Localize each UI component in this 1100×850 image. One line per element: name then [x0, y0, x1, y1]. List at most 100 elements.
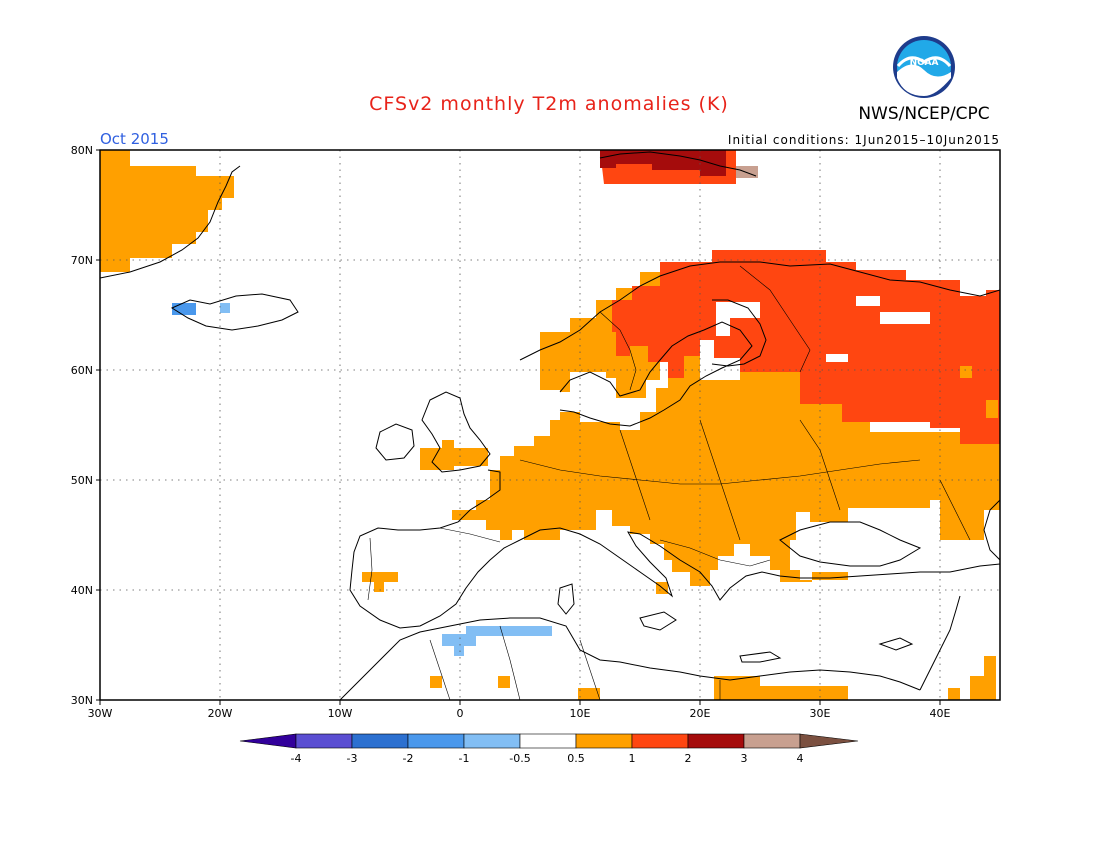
anomaly-svalbard-tan	[736, 166, 758, 178]
lat-tick-50n: 50N	[71, 474, 93, 487]
colorbar-right-arrow	[799, 733, 859, 749]
anomaly-orange-russia	[960, 366, 972, 378]
colorbar-tick: 4	[797, 752, 804, 765]
coast-caspian	[983, 499, 1000, 561]
lon-tick-30e: 30E	[810, 707, 831, 720]
anomaly-east-med	[714, 676, 848, 700]
anomaly-arabia	[948, 688, 960, 700]
border-finland-russia	[739, 265, 811, 373]
lon-axis: 30W 20W 10W 0 10E 20E 30E 40E	[88, 700, 951, 720]
coast-sicily	[639, 611, 677, 631]
coast-norway-russia	[519, 261, 1000, 361]
chart-title: CFSv2 monthly T2m anomalies (K)	[369, 93, 729, 115]
coastlines	[100, 151, 1000, 700]
colorbar-bin	[631, 733, 689, 749]
colorbar-tick: -0.5	[509, 752, 530, 765]
colorbar-tick: 3	[741, 752, 748, 765]
border-north-africa	[429, 625, 721, 700]
colorbar: -4 -3 -2 -1 -0.5 0.5 1 2 3 4	[239, 733, 859, 765]
colorbar-bin	[351, 733, 409, 749]
lat-tick-70n: 70N	[71, 254, 93, 267]
colorbar-bin	[407, 733, 465, 749]
coast-finland	[711, 299, 767, 367]
colorbar-tick: -1	[459, 752, 470, 765]
lat-tick-40n: 40N	[71, 584, 93, 597]
country-borders	[367, 265, 971, 700]
colorbar-tick: -2	[403, 752, 414, 765]
border-balkans	[659, 539, 771, 567]
lat-tick-30n: 30N	[71, 694, 93, 707]
anomaly-greenland	[100, 150, 234, 272]
anomaly-britain	[420, 440, 488, 470]
coast-black-sea	[779, 521, 922, 567]
map-area	[100, 150, 1000, 700]
anomaly-libya	[578, 688, 600, 700]
lon-tick-20w: 20W	[208, 707, 233, 720]
graticule	[100, 150, 1000, 700]
coast-crete	[739, 651, 782, 663]
anomaly-algeria-blue	[442, 626, 552, 656]
anomaly-gap-russia	[826, 354, 848, 362]
colorbar-bin	[295, 733, 353, 749]
lat-axis: 30N 40N 50N 60N 70N 80N	[71, 144, 100, 707]
border-poland-east	[699, 419, 741, 541]
colorbar-tick: -4	[291, 752, 302, 765]
colorbar-tick: 2	[685, 752, 692, 765]
lon-tick-30w: 30W	[88, 707, 113, 720]
coast-sweden-baltic	[559, 321, 753, 427]
agency-label: NWS/NCEP/CPC	[858, 104, 989, 124]
colorbar-tick: 0.5	[567, 752, 585, 765]
colorbar-bin	[743, 733, 801, 749]
anomaly-svalbard-dark	[600, 150, 726, 176]
border-central-europe	[519, 459, 921, 485]
anomaly-orange-russia-2	[986, 400, 998, 418]
border-germany-poland	[619, 429, 651, 521]
lon-tick-0: 0	[457, 707, 464, 720]
coast-cyprus	[878, 637, 914, 651]
anomaly-france-west	[452, 510, 476, 520]
coast-iceland	[170, 293, 299, 331]
anomaly-gap-bothnia	[716, 302, 760, 336]
anomaly-iceland-small	[220, 303, 230, 313]
noaa-logo-text: NOAA	[910, 58, 939, 68]
initial-conditions-label: Initial conditions: 1Jun2015–10Jun2015	[728, 133, 1000, 147]
anomaly-europe	[476, 262, 1000, 586]
border-russia-kazakh	[939, 479, 971, 541]
anomaly-iceland	[172, 303, 196, 315]
lat-tick-60n: 60N	[71, 364, 93, 377]
coast-greenland	[100, 165, 241, 279]
anomaly-levant	[970, 656, 996, 700]
colorbar-tick: -3	[347, 752, 358, 765]
map-frame	[99, 149, 1001, 701]
anomaly-morocco	[430, 676, 442, 688]
anomaly-gap-kola	[856, 296, 880, 306]
border-ukraine-russia	[799, 419, 841, 511]
coast-north-africa	[339, 617, 921, 700]
colorbar-bin	[687, 733, 745, 749]
colorbar-bin	[519, 733, 577, 749]
lon-tick-40e: 40E	[930, 707, 951, 720]
coast-levant	[919, 595, 961, 691]
anomaly-shading	[100, 150, 1000, 700]
lon-tick-10w: 10W	[328, 707, 353, 720]
coast-sardinia	[557, 583, 575, 615]
coast-british-isles	[421, 391, 491, 473]
coast-ireland	[375, 423, 415, 461]
noaa-logo: NOAA	[893, 36, 955, 98]
anomaly-ukraine-south	[770, 540, 790, 560]
colorbar-bin	[463, 733, 521, 749]
coast-italy-balkans	[519, 527, 1000, 601]
colorbar-bin	[575, 733, 633, 749]
coast-iberia-france	[349, 469, 521, 629]
anomaly-turkey	[780, 570, 848, 582]
border-france-spain	[439, 527, 501, 543]
lat-tick-80n: 80N	[71, 144, 93, 157]
anomaly-algeria-inland	[498, 676, 510, 688]
colorbar-tick: 1	[629, 752, 636, 765]
lon-tick-20e: 20E	[690, 707, 711, 720]
anomaly-scandinavia-russia	[612, 250, 1000, 444]
border-norway-sweden	[599, 311, 637, 391]
coast-svalbard	[599, 151, 757, 177]
colorbar-left-arrow	[239, 733, 297, 749]
